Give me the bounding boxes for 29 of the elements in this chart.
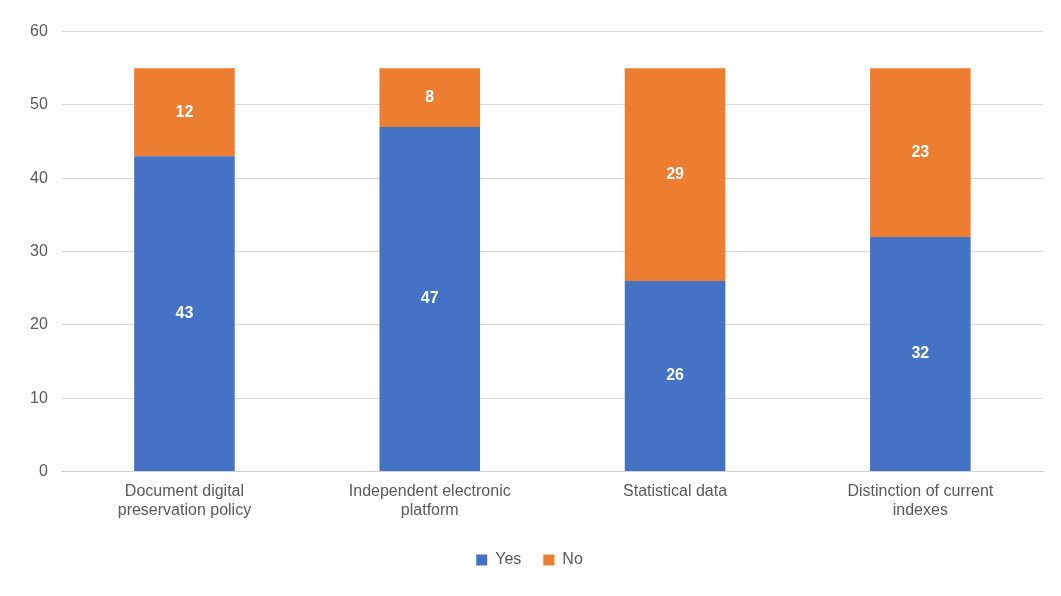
x-tick-label: Distinction of current indexes [847, 481, 994, 518]
y-tick-label: 10 [30, 388, 48, 406]
bar [624, 68, 726, 281]
y-tick-label: 30 [30, 242, 48, 260]
x-tick-label: Statistical data [623, 481, 728, 499]
bar [379, 68, 481, 127]
y-tick-label: 60 [30, 22, 48, 40]
bar [134, 156, 235, 472]
data-label: 29 [666, 165, 685, 183]
bar [624, 280, 726, 472]
bar [870, 68, 971, 237]
data-label: 23 [911, 143, 930, 161]
data-label: 43 [175, 304, 194, 322]
bar [870, 236, 971, 472]
data-label: 8 [425, 88, 435, 106]
bar [134, 68, 235, 157]
data-label: 32 [911, 344, 930, 362]
y-tick-label: 50 [30, 95, 48, 113]
y-tick-label: 0 [38, 462, 48, 480]
y-tick-label: 20 [30, 315, 48, 333]
x-tick-label: Independent electronic platform [348, 481, 511, 518]
legend-label: Yes [495, 550, 522, 568]
data-label: 47 [420, 289, 439, 307]
x-tick-label: Document digital preservation policy [117, 481, 252, 518]
y-tick-label: 40 [30, 168, 48, 186]
legend-label: No [562, 550, 583, 568]
data-label: 26 [666, 366, 685, 384]
bar [379, 126, 481, 472]
data-label: 12 [175, 102, 194, 120]
